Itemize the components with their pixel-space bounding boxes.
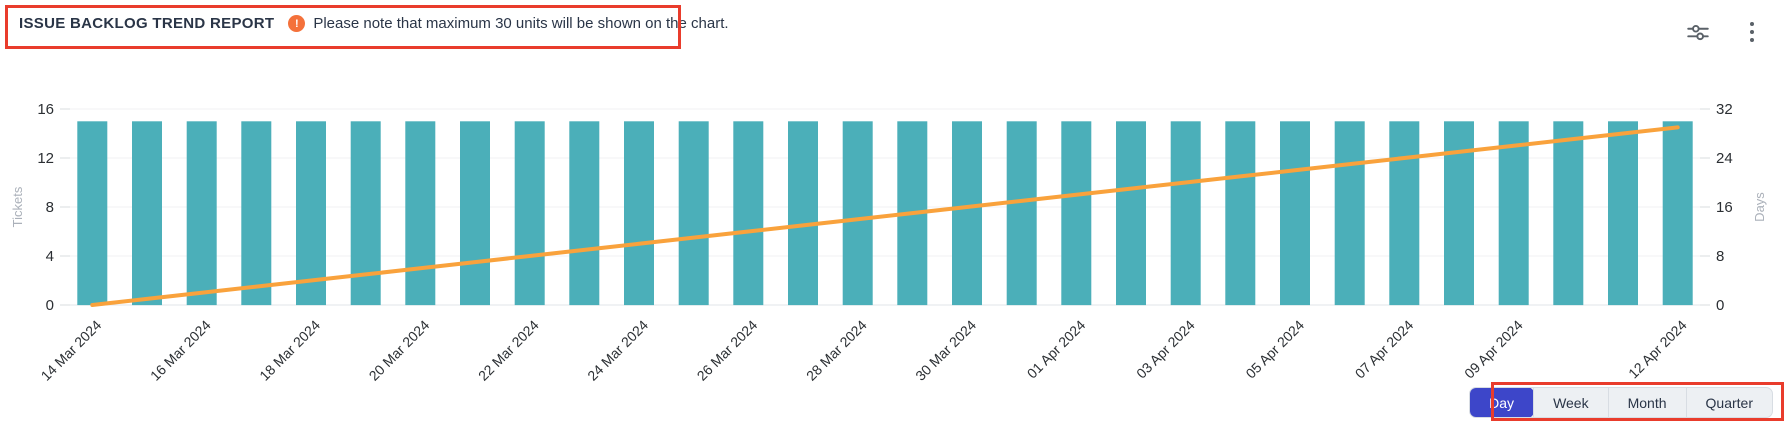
x-axis-tick-label: 01 Apr 2024 [1024, 317, 1089, 382]
x-axis-tick-label: 05 Apr 2024 [1242, 317, 1307, 382]
bar[interactable] [405, 121, 436, 306]
x-axis-tick-label: 18 Mar 2024 [256, 317, 323, 384]
x-axis-tick-label: 26 Mar 2024 [694, 317, 761, 384]
bar[interactable] [1608, 121, 1638, 306]
bar[interactable] [514, 121, 545, 306]
x-axis-tick-label: 14 Mar 2024 [38, 317, 105, 384]
sliders-icon[interactable] [1684, 18, 1712, 46]
left-axis-title: Tickets [10, 186, 25, 227]
left-axis-tick-label: 12 [37, 150, 54, 167]
bar[interactable] [1498, 121, 1529, 306]
left-axis-tick-label: 4 [46, 248, 54, 265]
page-title: ISSUE BACKLOG TREND REPORT [19, 15, 275, 32]
bar[interactable] [1553, 121, 1584, 306]
left-axis-tick-label: 16 [37, 101, 54, 118]
note-text: Please note that maximum 30 units will b… [313, 15, 729, 32]
trend-line[interactable] [90, 125, 1680, 307]
widget-toolbar [1684, 18, 1766, 46]
widget-header: ISSUE BACKLOG TREND REPORT ! Please note… [19, 15, 729, 32]
x-axis-tick-label: 16 Mar 2024 [147, 317, 214, 384]
right-axis-tick-label: 0 [1716, 297, 1724, 314]
exclamation-circle-icon: ! [288, 15, 306, 32]
right-axis-tick-label: 32 [1716, 101, 1733, 118]
x-axis-tick-label: 09 Apr 2024 [1461, 317, 1526, 382]
bar[interactable] [296, 121, 326, 306]
bar[interactable] [1662, 121, 1693, 306]
bar[interactable] [842, 121, 873, 306]
period-button-month[interactable]: Month [1607, 388, 1686, 417]
chart-limit-note: ! Please note that maximum 30 units will… [288, 15, 729, 32]
x-axis-tick-label: 03 Apr 2024 [1133, 317, 1198, 382]
bar[interactable] [569, 121, 600, 306]
period-toggle-group: Day Week Month Quarter [1469, 387, 1773, 418]
bar[interactable] [1170, 121, 1201, 306]
bar[interactable] [1061, 121, 1092, 306]
period-button-week[interactable]: Week [1533, 388, 1608, 417]
x-axis-tick-label: 24 Mar 2024 [584, 317, 651, 384]
right-axis-tick-label: 8 [1716, 248, 1724, 265]
bar[interactable] [952, 121, 982, 306]
left-axis-tick-label: 8 [46, 199, 54, 216]
period-button-day[interactable]: Day [1470, 388, 1535, 417]
x-axis-tick-label: 20 Mar 2024 [366, 317, 433, 384]
bar[interactable] [186, 121, 217, 306]
x-axis-tick-label: 12 Apr 2024 [1625, 317, 1690, 382]
right-axis-tick-label: 24 [1716, 150, 1733, 167]
kebab-menu-icon[interactable] [1738, 18, 1766, 46]
right-axis-title: Days [1752, 192, 1767, 222]
bar[interactable] [678, 121, 709, 306]
x-axis-tick-label: 30 Mar 2024 [912, 317, 979, 384]
bar[interactable] [733, 121, 764, 306]
x-axis-tick-label: 22 Mar 2024 [475, 317, 542, 384]
left-axis-tick-label: 0 [46, 297, 54, 314]
period-button-quarter[interactable]: Quarter [1685, 388, 1772, 417]
bar[interactable] [1006, 121, 1037, 306]
bar[interactable] [1389, 121, 1420, 306]
x-axis-tick-label: 28 Mar 2024 [803, 317, 870, 384]
bar[interactable] [1225, 121, 1256, 306]
right-axis-tick-label: 16 [1716, 199, 1733, 216]
bar[interactable] [77, 121, 108, 306]
bar[interactable] [132, 121, 162, 306]
bar[interactable] [788, 121, 818, 306]
bar[interactable] [624, 121, 654, 306]
bar[interactable] [1334, 121, 1365, 306]
bar[interactable] [1280, 121, 1310, 306]
bar[interactable] [460, 121, 490, 306]
x-axis-tick-label: 07 Apr 2024 [1352, 317, 1417, 382]
bar[interactable] [1116, 121, 1146, 306]
bar[interactable] [241, 121, 272, 306]
